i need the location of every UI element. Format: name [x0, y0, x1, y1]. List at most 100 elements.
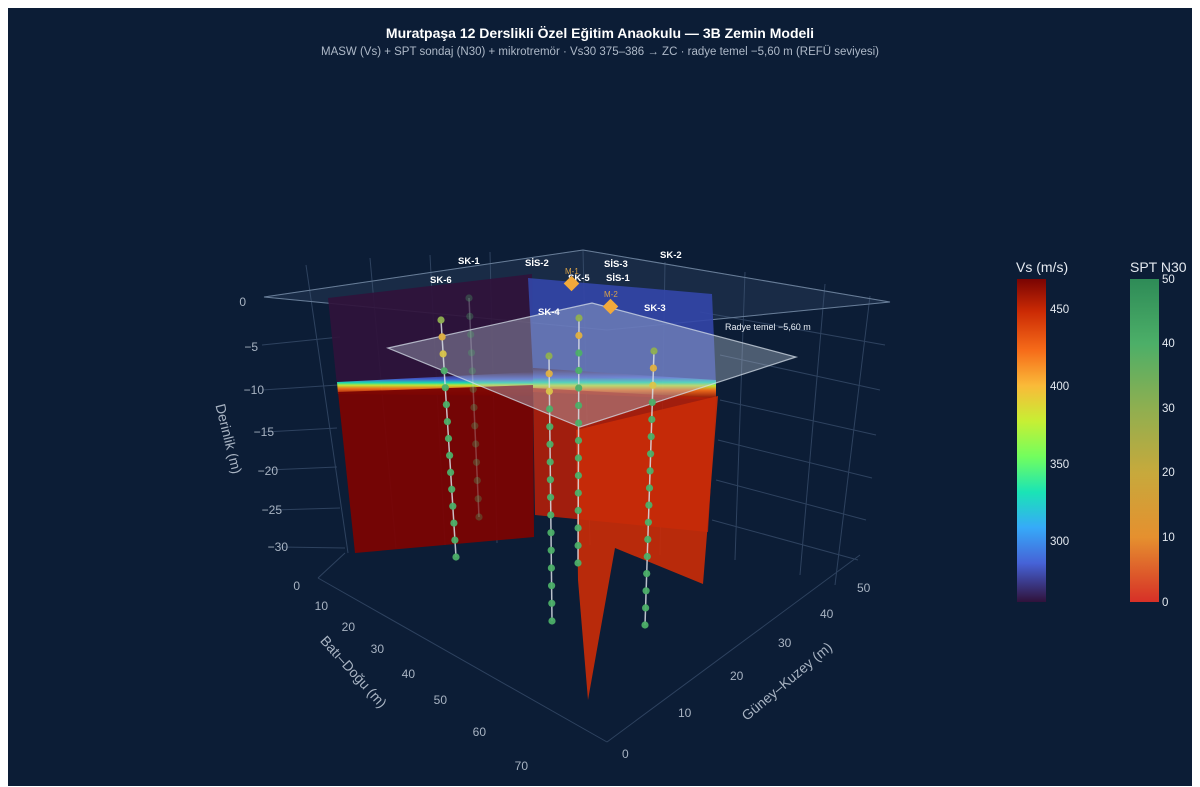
borehole-label-sk-3: SK-3 — [644, 303, 666, 314]
spt-point-sk-3[interactable] — [647, 433, 655, 441]
spt-point-sk-3[interactable] — [643, 552, 651, 561]
spt-point-sk-4[interactable] — [547, 564, 556, 572]
y-tick-30: 30 — [778, 636, 792, 650]
spt-point-sk-1[interactable] — [473, 476, 481, 485]
spt-point-sk-4[interactable] — [548, 599, 556, 607]
spt-point-sk-5[interactable] — [574, 524, 582, 532]
spt-point-sk-3[interactable] — [650, 347, 658, 355]
spt-point-sk-4[interactable] — [547, 493, 555, 501]
spt-point-sk-1[interactable] — [471, 422, 479, 430]
spt-point-sk-4[interactable] — [545, 387, 554, 395]
spt-point-sk-1[interactable] — [467, 330, 475, 339]
spt-point-sk-4[interactable] — [547, 529, 555, 537]
spt-point-sk-3[interactable] — [648, 398, 656, 406]
spt-point-sk-6[interactable] — [449, 502, 457, 510]
spt-point-sk-5[interactable] — [574, 559, 582, 567]
colorbar-spt-tick-40: 40 — [1162, 338, 1175, 350]
spt-point-sk-4[interactable] — [546, 440, 554, 448]
spt-point-sk-1[interactable] — [465, 294, 473, 302]
spt-point-sk-3[interactable] — [645, 484, 654, 492]
spt-point-sk-5[interactable] — [574, 489, 582, 497]
spt-point-sk-5[interactable] — [574, 471, 583, 480]
spt-point-sk-3[interactable] — [644, 518, 653, 526]
spt-point-sk-4[interactable] — [547, 511, 555, 519]
spt-point-sk-4[interactable] — [547, 546, 555, 554]
spt-point-sk-6[interactable] — [448, 485, 456, 493]
spt-point-sk-5[interactable] — [575, 384, 583, 392]
colorbar-vs-tick-400: 400 — [1050, 381, 1069, 393]
spt-point-sk-6[interactable] — [441, 384, 449, 392]
spt-point-sk-6[interactable] — [447, 468, 455, 476]
spt-point-sk-3[interactable] — [644, 535, 652, 544]
spt-point-sk-6[interactable] — [451, 536, 459, 544]
spt-point-sk-6[interactable] — [437, 316, 445, 324]
spt-point-sk-6[interactable] — [450, 519, 458, 527]
spt-point-sk-5[interactable] — [574, 506, 582, 515]
spt-point-sk-4[interactable] — [548, 617, 556, 625]
spt-point-sk-5[interactable] — [575, 366, 583, 375]
y-tick-20: 20 — [730, 669, 744, 683]
spt-point-sk-6[interactable] — [452, 553, 460, 561]
colorbar-spt-tick-20: 20 — [1162, 467, 1175, 479]
y-tick-10: 10 — [678, 706, 692, 720]
spt-point-sk-6[interactable] — [438, 333, 446, 341]
spt-point-sk-5[interactable] — [574, 436, 583, 445]
spt-point-sk-3[interactable] — [646, 467, 654, 475]
spt-point-sk-4[interactable] — [545, 370, 553, 378]
spt-point-sk-1[interactable] — [470, 403, 478, 412]
spt-point-sk-5[interactable] — [575, 314, 583, 322]
spt-point-sk-1[interactable] — [472, 440, 480, 448]
spt-point-sk-6[interactable] — [440, 367, 448, 375]
spt-point-sk-3[interactable] — [647, 450, 655, 458]
spt-point-sk-5[interactable] — [574, 541, 582, 550]
spt-point-sk-6[interactable] — [442, 401, 450, 409]
spt-point-sk-6[interactable] — [446, 451, 454, 459]
spt-point-sk-1[interactable] — [474, 495, 482, 503]
spt-point-sk-3[interactable] — [641, 621, 649, 629]
vs-section-west-east-shallow — [328, 274, 533, 386]
spt-point-sk-5[interactable] — [575, 331, 583, 340]
colorbar-vs-tick-300: 300 — [1050, 536, 1069, 548]
spt-point-sk-5[interactable] — [575, 419, 583, 427]
borehole-line-sk-1 — [468, 297, 480, 518]
colorbar-vs-tick-450: 450 — [1050, 304, 1069, 316]
spt-point-sk-4[interactable] — [548, 582, 556, 590]
x-tick-10: 10 — [315, 599, 329, 613]
spt-point-sk-4[interactable] — [546, 458, 554, 466]
z-tick-10: −10 — [244, 383, 265, 397]
spt-point-sk-3[interactable] — [643, 570, 651, 578]
microtremor-label-m2: M-2 — [604, 290, 618, 299]
spt-point-sk-6[interactable] — [439, 350, 447, 358]
spt-point-sk-4[interactable] — [545, 352, 553, 360]
spt-point-sk-3[interactable] — [642, 604, 650, 612]
spt-point-sk-4[interactable] — [546, 405, 554, 413]
spt-point-sk-1[interactable] — [468, 367, 476, 375]
spt-point-sk-5[interactable] — [575, 401, 583, 410]
spt-point-sk-3[interactable] — [642, 587, 650, 595]
z-tick-25: −25 — [262, 503, 283, 517]
x-tick-20: 20 — [342, 620, 356, 634]
vs-section-west-east-deep — [338, 385, 534, 553]
spt-point-sk-5[interactable] — [574, 454, 583, 462]
x-tick-60: 60 — [473, 725, 487, 739]
spt-point-sk-3[interactable] — [648, 415, 656, 424]
colorbar-spt-title: SPT N30 — [1130, 259, 1187, 275]
spt-point-sk-4[interactable] — [546, 476, 555, 484]
spt-point-sk-3[interactable] — [649, 381, 657, 389]
spt-point-sk-6[interactable] — [443, 418, 451, 426]
colorbar-spt-tick-30: 30 — [1162, 403, 1175, 415]
spt-point-sk-1[interactable] — [467, 349, 476, 357]
spt-point-sk-1[interactable] — [472, 458, 481, 466]
spt-point-sk-1[interactable] — [466, 312, 474, 320]
spt-point-sk-3[interactable] — [645, 501, 653, 509]
spt-point-sk-4[interactable] — [546, 423, 554, 431]
spt-point-sk-1[interactable] — [469, 385, 477, 393]
y-tick-0: 0 — [622, 747, 629, 761]
spt-point-sk-6[interactable] — [444, 434, 453, 443]
spt-point-sk-5[interactable] — [575, 349, 583, 357]
borehole-label-sk-6: SK-6 — [430, 275, 452, 286]
spt-point-sk-3[interactable] — [649, 364, 658, 372]
z-axis-title: Derinlik (m) — [212, 402, 245, 475]
spt-point-sk-1[interactable] — [475, 513, 483, 521]
